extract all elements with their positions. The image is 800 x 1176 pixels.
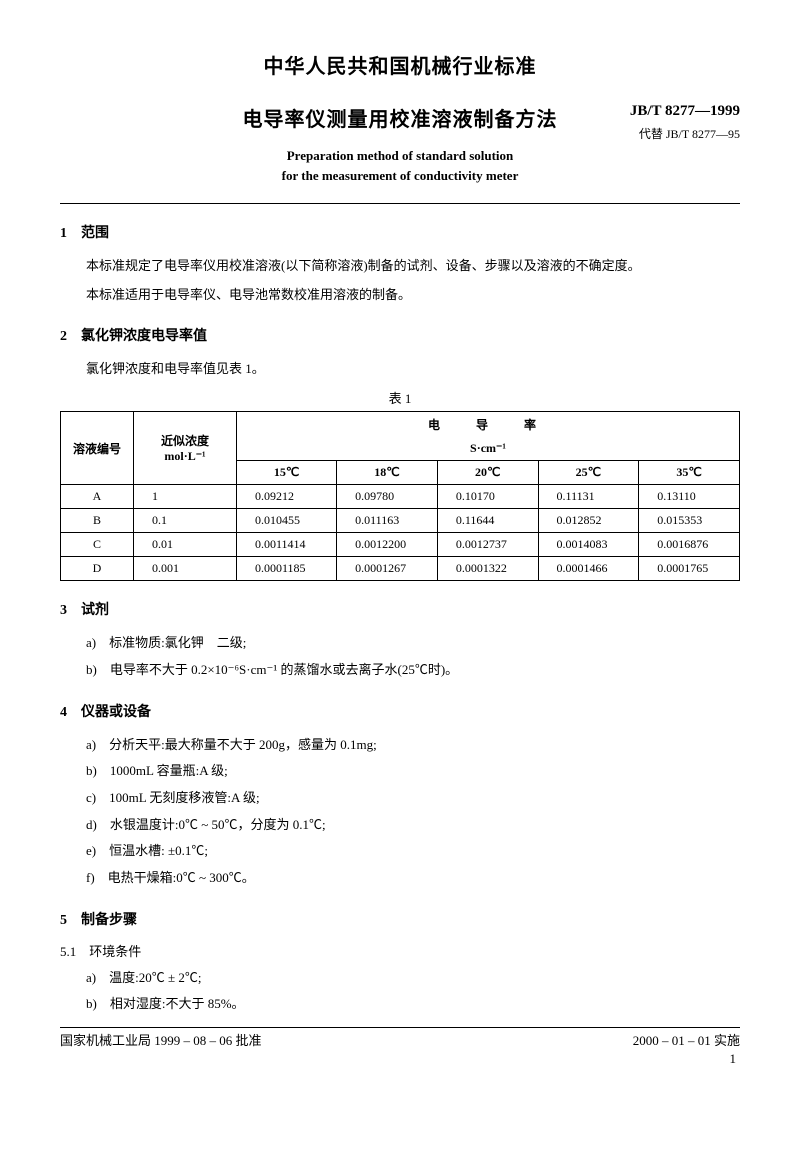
table-row: A 1 0.09212 0.09780 0.10170 0.11131 0.13… (61, 485, 740, 509)
section-4-heading: 4 仪器或设备 (60, 701, 740, 721)
cell-conc: 0.001 (134, 557, 237, 581)
list-item: f) 电热干燥箱:0℃ ~ 300℃。 (86, 866, 740, 891)
section-2-p1: 氯化钾浓度和电导率值见表 1。 (60, 357, 740, 380)
cell-v20: 0.0001322 (437, 557, 538, 581)
cell-v25: 0.11131 (538, 485, 639, 509)
cell-v15: 0.0011414 (237, 533, 337, 557)
section-4-list: a) 分析天平:最大称量不大于 200g，感量为 0.1mg; b) 1000m… (86, 733, 740, 891)
list-item: b) 电导率不大于 0.2×10⁻⁶S·cm⁻¹ 的蒸馏水或去离子水(25℃时)… (86, 658, 740, 683)
cell-conc: 0.01 (134, 533, 237, 557)
section-3-heading: 3 试剂 (60, 599, 740, 619)
section-5-1-heading: 5.1 环境条件 (60, 941, 740, 960)
org-title: 中华人民共和国机械行业标准 (60, 50, 740, 79)
col-conductivity-group: 电 导 率 (237, 412, 740, 438)
cell-v35: 0.015353 (639, 509, 740, 533)
col-conductivity-unit: S·cm⁻¹ (237, 437, 740, 461)
cell-conc: 1 (134, 485, 237, 509)
section-5-1-list: a) 温度:20℃ ± 2℃; b) 相对湿度:不大于 85%。 (86, 966, 740, 1017)
cell-v18: 0.09780 (337, 485, 438, 509)
list-item: b) 相对湿度:不大于 85%。 (86, 992, 740, 1017)
english-title: Preparation method of standard solution … (60, 146, 740, 185)
main-title: 电导率仪测量用校准溶液制备方法 (243, 103, 558, 132)
list-item: c) 100mL 无刻度移液管:A 级; (86, 786, 740, 811)
cell-v20: 0.0012737 (437, 533, 538, 557)
table-1: 溶液编号 近似浓度 mol·L⁻¹ 电 导 率 S·cm⁻¹ 15℃ 18℃ 2… (60, 411, 740, 581)
cell-v25: 0.012852 (538, 509, 639, 533)
en-line-2: for the measurement of conductivity mete… (60, 166, 740, 186)
cell-v18: 0.011163 (337, 509, 438, 533)
list-item: e) 恒温水槽: ±0.1℃; (86, 839, 740, 864)
replaces-code: 代替 JB/T 8277—95 (639, 125, 740, 142)
footer: 国家机械工业局 1999 – 08 – 06 批准 2000 – 01 – 01… (60, 1027, 740, 1049)
list-item: a) 标准物质:氯化钾 二级; (86, 631, 740, 656)
cell-id: C (61, 533, 134, 557)
standard-code: JB/T 8277—1999 (630, 103, 740, 120)
table-header-row-1: 溶液编号 近似浓度 mol·L⁻¹ 电 导 率 (61, 412, 740, 438)
list-item: a) 温度:20℃ ± 2℃; (86, 966, 740, 991)
list-item: b) 1000mL 容量瓶:A 级; (86, 759, 740, 784)
table-row: D 0.001 0.0001185 0.0001267 0.0001322 0.… (61, 557, 740, 581)
section-1-p1: 本标准规定了电导率仪用校准溶液(以下简称溶液)制备的试剂、设备、步骤以及溶液的不… (60, 254, 740, 277)
cell-v35: 0.0001765 (639, 557, 740, 581)
cell-v15: 0.0001185 (237, 557, 337, 581)
col-15c: 15℃ (237, 461, 337, 485)
page-number: 1 (60, 1051, 740, 1067)
section-2-heading: 2 氯化钾浓度电导率值 (60, 325, 740, 345)
col-25c: 25℃ (538, 461, 639, 485)
table-row: B 0.1 0.010455 0.011163 0.11644 0.012852… (61, 509, 740, 533)
section-3-list: a) 标准物质:氯化钾 二级; b) 电导率不大于 0.2×10⁻⁶S·cm⁻¹… (86, 631, 740, 682)
list-item: a) 分析天平:最大称量不大于 200g，感量为 0.1mg; (86, 733, 740, 758)
cell-v25: 0.0014083 (538, 533, 639, 557)
cell-v20: 0.10170 (437, 485, 538, 509)
cell-v15: 0.09212 (237, 485, 337, 509)
cell-v18: 0.0012200 (337, 533, 438, 557)
table-1-caption: 表 1 (60, 388, 740, 407)
divider-line (60, 203, 740, 204)
section-1-heading: 1 范围 (60, 222, 740, 242)
cell-v18: 0.0001267 (337, 557, 438, 581)
footer-effective: 2000 – 01 – 01 实施 (633, 1030, 740, 1049)
cell-v20: 0.11644 (437, 509, 538, 533)
col-solution-id: 溶液编号 (61, 412, 134, 485)
document-page: 中华人民共和国机械行业标准 电导率仪测量用校准溶液制备方法 JB/T 8277—… (0, 0, 800, 1087)
table-row: C 0.01 0.0011414 0.0012200 0.0012737 0.0… (61, 533, 740, 557)
cell-id: D (61, 557, 134, 581)
footer-approval: 国家机械工业局 1999 – 08 – 06 批准 (60, 1030, 262, 1049)
col-35c: 35℃ (639, 461, 740, 485)
cell-id: A (61, 485, 134, 509)
cell-v35: 0.13110 (639, 485, 740, 509)
en-line-1: Preparation method of standard solution (60, 146, 740, 166)
section-1-p2: 本标准适用于电导率仪、电导池常数校准用溶液的制备。 (60, 283, 740, 306)
list-item: d) 水银温度计:0℃ ~ 50℃，分度为 0.1℃; (86, 813, 740, 838)
col-18c: 18℃ (337, 461, 438, 485)
cell-id: B (61, 509, 134, 533)
title-row: 电导率仪测量用校准溶液制备方法 JB/T 8277—1999 代替 JB/T 8… (60, 103, 740, 132)
cell-v25: 0.0001466 (538, 557, 639, 581)
cell-v35: 0.0016876 (639, 533, 740, 557)
cell-conc: 0.1 (134, 509, 237, 533)
section-5-heading: 5 制备步骤 (60, 909, 740, 929)
col-concentration: 近似浓度 mol·L⁻¹ (134, 412, 237, 485)
col-20c: 20℃ (437, 461, 538, 485)
cell-v15: 0.010455 (237, 509, 337, 533)
